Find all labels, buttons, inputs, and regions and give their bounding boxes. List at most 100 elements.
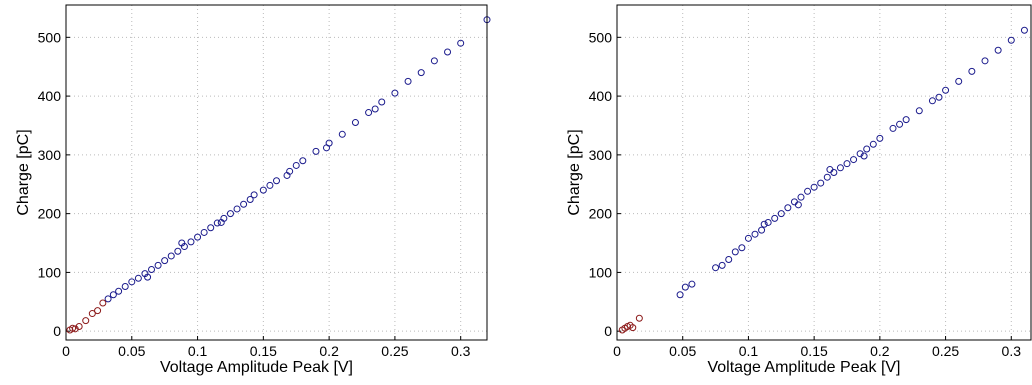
point — [213, 219, 221, 227]
point — [391, 89, 399, 97]
point — [167, 252, 175, 260]
point — [731, 248, 739, 256]
point — [457, 39, 465, 47]
x-tick-label: 0.1 — [739, 343, 759, 359]
point — [154, 261, 162, 269]
point — [365, 109, 373, 117]
plot-frame — [616, 4, 1032, 341]
y-axis-label: Charge [pC] — [566, 129, 583, 215]
point — [292, 161, 300, 169]
x-tick-label: 0.05 — [118, 343, 145, 359]
point — [299, 157, 307, 165]
point — [797, 193, 805, 201]
point — [226, 210, 234, 218]
point — [794, 201, 802, 209]
point — [826, 166, 834, 174]
x-tick-label: 0.25 — [381, 343, 408, 359]
point — [968, 67, 976, 75]
point — [836, 164, 844, 172]
point — [82, 317, 90, 325]
point — [283, 171, 291, 179]
x-tick-label: 0 — [62, 343, 70, 359]
point — [902, 116, 910, 124]
point — [259, 186, 267, 194]
point — [860, 152, 868, 160]
point — [322, 144, 330, 152]
x-tick-label: 0.05 — [669, 343, 696, 359]
point — [804, 187, 812, 195]
point — [843, 160, 851, 168]
y-tick-label: 400 — [589, 88, 613, 104]
x-tick-label: 0.3 — [1002, 343, 1022, 359]
point — [738, 244, 746, 252]
x-axis-label: Voltage Amplitude Peak [V] — [707, 359, 900, 376]
point — [688, 280, 696, 288]
point — [856, 150, 864, 158]
point — [718, 261, 726, 269]
point — [430, 57, 438, 65]
point — [121, 283, 129, 291]
y-tick-label: 0 — [53, 323, 61, 339]
point — [351, 119, 359, 127]
point — [863, 145, 871, 153]
point — [1020, 26, 1028, 34]
point — [134, 274, 142, 282]
point — [194, 233, 202, 241]
point — [994, 46, 1002, 54]
x-tick-label: 0.1 — [188, 343, 208, 359]
point — [266, 181, 274, 189]
y-tick-label: 300 — [38, 147, 62, 163]
point — [942, 86, 950, 94]
point — [935, 93, 943, 101]
point — [629, 324, 637, 332]
x-axis-label: Voltage Amplitude Peak [V] — [160, 359, 353, 376]
point — [69, 324, 77, 332]
point — [99, 299, 107, 307]
point — [823, 173, 831, 181]
x-tick-label: 0.2 — [870, 343, 890, 359]
point — [94, 307, 102, 315]
point — [75, 322, 83, 330]
point — [928, 97, 936, 105]
plot-frame — [65, 4, 488, 341]
point — [71, 325, 79, 333]
point — [784, 204, 792, 212]
point — [144, 273, 152, 281]
point — [404, 77, 412, 85]
point — [751, 230, 759, 238]
x-tick-label: 0.15 — [250, 343, 277, 359]
point — [760, 220, 768, 228]
point — [207, 224, 215, 232]
point — [246, 196, 254, 204]
point — [109, 291, 117, 299]
point — [744, 234, 752, 242]
point — [161, 257, 169, 265]
point — [817, 179, 825, 187]
y-tick-label: 400 — [38, 88, 62, 104]
y-tick-label: 500 — [38, 29, 62, 45]
point — [1007, 36, 1015, 44]
x-tick-label: 0 — [613, 343, 621, 359]
point — [187, 238, 195, 246]
point — [88, 310, 96, 318]
point — [174, 247, 182, 255]
x-tick-label: 0.2 — [319, 343, 339, 359]
point — [635, 314, 643, 322]
point — [148, 265, 156, 273]
point — [889, 124, 897, 132]
point — [250, 191, 258, 199]
point — [417, 69, 425, 77]
point — [378, 98, 386, 106]
point — [128, 278, 136, 286]
point — [915, 107, 923, 115]
point — [896, 120, 904, 128]
point — [104, 295, 112, 303]
point — [273, 177, 280, 185]
point — [681, 283, 689, 291]
point — [869, 140, 877, 148]
point — [876, 134, 884, 142]
y-tick-label: 100 — [589, 264, 613, 280]
point — [771, 214, 779, 222]
point — [371, 105, 379, 113]
